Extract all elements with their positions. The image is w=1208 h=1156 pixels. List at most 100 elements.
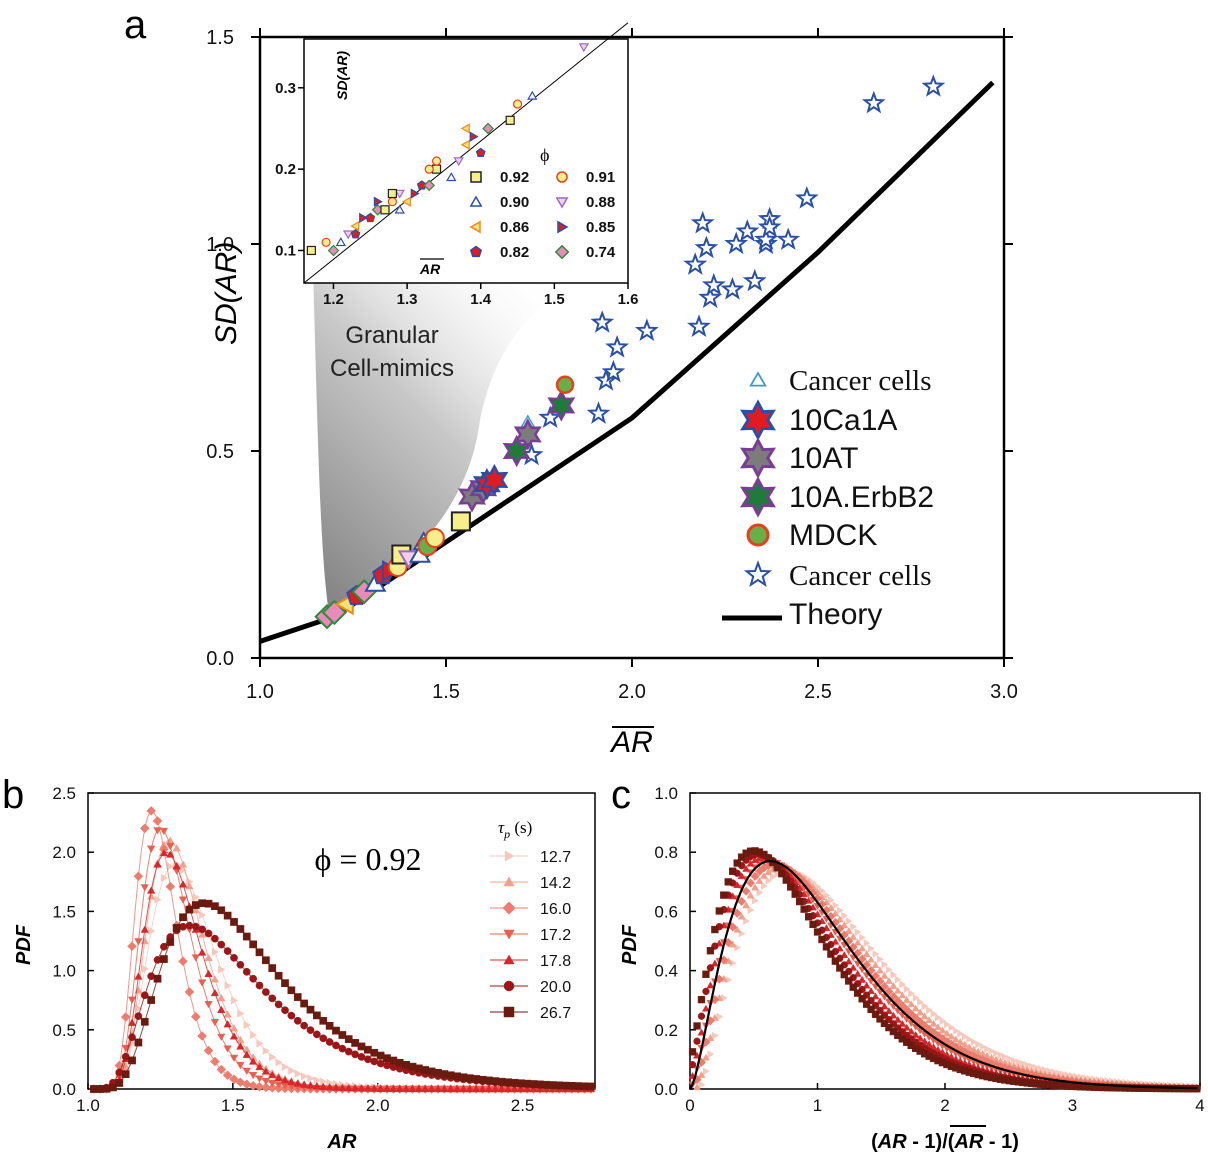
b-series-point xyxy=(217,1033,226,1041)
b-series-point xyxy=(197,930,207,938)
inset-xtick-label: 1.3 xyxy=(397,291,418,308)
inset-point xyxy=(394,189,405,199)
b-series-point xyxy=(363,1084,373,1092)
b-series-point xyxy=(153,956,162,964)
c-series-point xyxy=(840,970,848,979)
b-series-point xyxy=(248,1072,258,1080)
c-series-point xyxy=(925,1016,934,1024)
c-series-point xyxy=(737,912,746,920)
panel-a: a Granular Cell-mimics 1.0 1.5 2.0 2.5 3.0 0.… xyxy=(124,3,1018,759)
b-series-point xyxy=(166,850,175,858)
cancer-star-point xyxy=(701,272,726,296)
inset-point xyxy=(321,237,331,247)
b-series-point xyxy=(306,1026,315,1034)
b-series-point xyxy=(203,1045,214,1056)
c-series-point xyxy=(957,1029,965,1038)
inset-xtick-label: 1.2 xyxy=(323,291,344,308)
c-series-point xyxy=(711,925,719,934)
inset-legend-icon xyxy=(469,245,483,258)
b-series-point xyxy=(172,861,181,870)
b-series-point xyxy=(255,981,264,990)
b-series-point xyxy=(261,1082,271,1093)
b-series-point xyxy=(408,1062,417,1071)
c-ytick-label: 1.0 xyxy=(654,784,678,803)
b-series-point xyxy=(102,1084,111,1093)
legend-label: MDCK xyxy=(789,519,877,552)
c-series-point xyxy=(859,933,866,942)
c-series-point xyxy=(844,927,853,934)
b-series-point xyxy=(319,1016,328,1025)
cancer-star-point xyxy=(590,310,615,333)
b-series-point xyxy=(178,860,188,868)
c-series-point xyxy=(791,890,799,898)
b-xtick-label: 2.0 xyxy=(366,1096,390,1115)
c-series-point xyxy=(755,876,764,884)
c-series-point xyxy=(970,1037,978,1046)
cancer-star-point xyxy=(720,276,745,300)
b-series-point xyxy=(300,999,308,1008)
c-series-point xyxy=(926,1006,934,1015)
b-series-point xyxy=(516,1079,525,1088)
cancer-star-point xyxy=(538,405,563,428)
panel-a-axes: 1.0 1.5 2.0 2.5 3.0 0.0 0.5 1.0 1.5 xyxy=(206,27,1018,703)
c-series-point xyxy=(862,981,871,989)
b-series-point xyxy=(325,1083,334,1091)
inset-point xyxy=(453,157,464,167)
b-series-point xyxy=(555,1081,563,1090)
c-series-point xyxy=(920,1037,929,1045)
inset-legend-title: ϕ xyxy=(540,145,549,165)
c-series-point xyxy=(787,883,795,891)
cancer-star-point xyxy=(683,252,708,275)
c-series-point xyxy=(889,1011,898,1019)
inset-ytick-label: 0.2 xyxy=(275,161,296,178)
b-series-point xyxy=(421,1084,430,1093)
c-series-point xyxy=(942,1029,951,1037)
b-series-point xyxy=(306,1081,315,1089)
inset-ylabel: SD(AR) xyxy=(334,51,350,100)
c-series-point xyxy=(884,1007,893,1014)
inset-point xyxy=(335,237,347,247)
b-series-point xyxy=(210,975,220,983)
inset-point xyxy=(423,179,436,192)
b-ytick-label: 2.5 xyxy=(52,784,76,803)
cancer-star-point xyxy=(686,314,711,337)
c-series-point xyxy=(875,997,884,1005)
inset-point xyxy=(475,147,486,157)
inset-legend-icon xyxy=(469,220,481,234)
b-series-point xyxy=(306,1005,315,1014)
c-series-point xyxy=(867,955,876,963)
c-series-point xyxy=(765,876,773,885)
c-series-point xyxy=(850,922,858,931)
b-legend-label: 26.7 xyxy=(540,1005,571,1022)
b-series-point xyxy=(154,895,162,904)
c-series-point xyxy=(930,1009,938,1018)
b-series-point xyxy=(255,948,264,957)
b-series-point xyxy=(529,1080,538,1088)
c-series-point xyxy=(701,1004,710,1012)
panel-c-axes: 0 1 2 3 4 0.0 0.2 0.4 0.6 0.8 1.0 xyxy=(654,784,1204,1115)
a-xtick-label: 1.5 xyxy=(432,681,460,703)
b-series-point xyxy=(120,1012,131,1022)
c-series-point xyxy=(849,963,858,971)
inset-point xyxy=(342,230,354,240)
b-series-point xyxy=(127,996,137,1004)
b-series-point xyxy=(115,1079,124,1087)
b-series-point xyxy=(96,1085,105,1093)
c-series-point xyxy=(845,977,853,985)
b-series-point xyxy=(440,1084,449,1093)
b-series-point xyxy=(376,1084,385,1092)
inset-ytick-label: 0.3 xyxy=(275,80,296,97)
b-series-point xyxy=(255,1062,264,1071)
b-series-point xyxy=(248,1080,258,1091)
c-series-point xyxy=(854,989,862,997)
c-series-point xyxy=(818,935,826,944)
b-legend-icon xyxy=(503,980,515,992)
c-series-point xyxy=(693,1083,701,1091)
b-legend-icon xyxy=(504,850,515,862)
a-ytick-label: 1.0 xyxy=(206,234,234,256)
b-legend-label: 17.8 xyxy=(540,953,571,970)
c-series-point xyxy=(853,938,862,946)
panel-a-xlabel: AR xyxy=(609,726,653,759)
c-series-point xyxy=(902,995,911,1003)
b-series-point xyxy=(147,996,156,1004)
